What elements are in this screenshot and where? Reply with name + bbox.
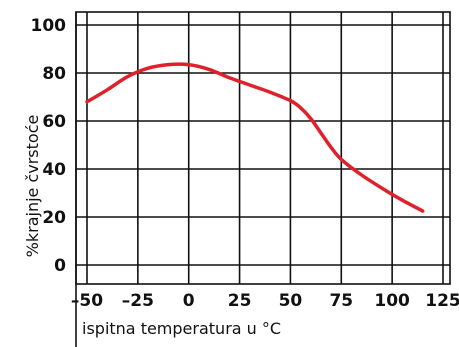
- y-axis-label: %krajnje čvrstoće: [23, 115, 42, 258]
- y-tick-label: 0: [54, 256, 66, 276]
- y-tick-label: 100: [31, 16, 67, 36]
- x-axis-label: ispitna temperatura u °C: [82, 319, 281, 338]
- series: [85, 62, 425, 213]
- x-tick-label: 50: [279, 291, 303, 311]
- x-tick-label: –50: [71, 291, 103, 311]
- y-tick-label: 20: [42, 208, 66, 228]
- y-axis-tick-labels: 0 20 40 60 80 100: [31, 16, 67, 276]
- x-tick-label: 125: [425, 291, 459, 311]
- series-line: [85, 62, 425, 213]
- plot-frame: [75, 11, 451, 285]
- x-tick-label: 75: [329, 291, 353, 311]
- x-tick-label: 100: [374, 291, 410, 311]
- y-tick-label: 40: [42, 160, 66, 180]
- x-tick-label: 25: [228, 291, 252, 311]
- x-axis-tick-labels: –50 –25 0 25 50 75 100 125: [71, 291, 459, 311]
- grid: [75, 11, 451, 347]
- x-tick-label: 0: [183, 291, 195, 311]
- x-tick-label: –25: [122, 291, 154, 311]
- y-tick-label: 60: [42, 112, 66, 132]
- y-tick-label: 80: [42, 64, 66, 84]
